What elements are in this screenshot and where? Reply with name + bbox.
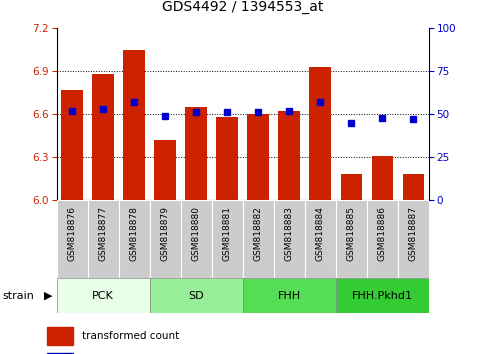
Bar xyxy=(88,200,119,278)
Text: FHH.Pkhd1: FHH.Pkhd1 xyxy=(352,291,413,301)
Text: GSM818886: GSM818886 xyxy=(378,206,387,261)
Bar xyxy=(150,278,243,313)
Text: GDS4492 / 1394553_at: GDS4492 / 1394553_at xyxy=(162,0,323,14)
Bar xyxy=(47,326,73,345)
Bar xyxy=(47,353,73,354)
Bar xyxy=(150,200,181,278)
Text: GSM818885: GSM818885 xyxy=(347,206,356,261)
Bar xyxy=(274,200,305,278)
Text: GSM818884: GSM818884 xyxy=(316,206,325,261)
Text: ▶: ▶ xyxy=(44,291,53,301)
Bar xyxy=(403,174,424,200)
Bar xyxy=(305,200,336,278)
Text: PCK: PCK xyxy=(92,291,114,301)
Text: GSM818882: GSM818882 xyxy=(254,206,263,261)
Bar xyxy=(279,111,300,200)
Bar xyxy=(341,174,362,200)
Text: FHH: FHH xyxy=(278,291,301,301)
Bar xyxy=(57,278,150,313)
Bar xyxy=(372,156,393,200)
Bar xyxy=(247,114,269,200)
Bar xyxy=(336,278,429,313)
Text: GSM818879: GSM818879 xyxy=(161,206,170,261)
Bar xyxy=(398,200,429,278)
Bar xyxy=(216,117,238,200)
Bar xyxy=(92,74,114,200)
Bar xyxy=(61,90,83,200)
Text: GSM818881: GSM818881 xyxy=(223,206,232,261)
Text: GSM818883: GSM818883 xyxy=(285,206,294,261)
Text: strain: strain xyxy=(2,291,35,301)
Text: GSM818877: GSM818877 xyxy=(99,206,108,261)
Bar xyxy=(212,200,243,278)
Text: GSM818880: GSM818880 xyxy=(192,206,201,261)
Text: GSM818876: GSM818876 xyxy=(68,206,77,261)
Bar xyxy=(243,200,274,278)
Text: GSM818878: GSM818878 xyxy=(130,206,139,261)
Bar xyxy=(310,67,331,200)
Text: transformed count: transformed count xyxy=(82,331,179,341)
Bar xyxy=(185,107,207,200)
Text: GSM818887: GSM818887 xyxy=(409,206,418,261)
Bar xyxy=(57,200,88,278)
Bar xyxy=(336,200,367,278)
Bar xyxy=(243,278,336,313)
Text: SD: SD xyxy=(188,291,204,301)
Bar xyxy=(119,200,150,278)
Bar xyxy=(181,200,212,278)
Bar xyxy=(367,200,398,278)
Bar xyxy=(123,50,145,200)
Bar xyxy=(154,140,176,200)
